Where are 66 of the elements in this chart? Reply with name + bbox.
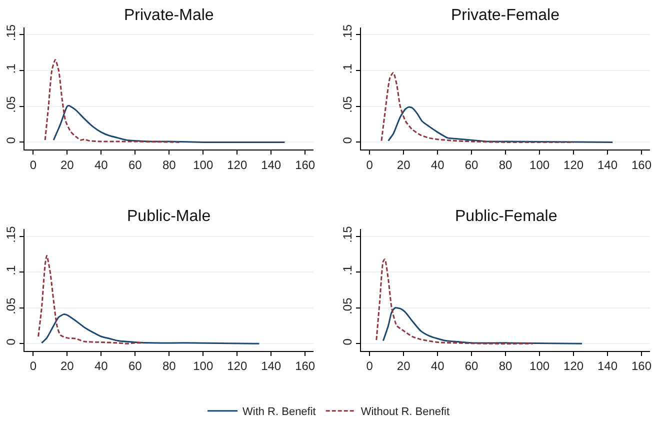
y-tick-label: .1 <box>4 63 18 74</box>
x-tick-label: 0 <box>30 158 37 172</box>
x-tick-label: 120 <box>564 359 584 374</box>
y-tick-label: .15 <box>340 24 354 42</box>
x-tick-label: 120 <box>564 158 584 172</box>
x-tick-label: 140 <box>261 158 282 172</box>
x-tick-label: 60 <box>128 359 142 374</box>
legend-label: With R. Benefit <box>242 406 316 418</box>
x-tick-label: 100 <box>530 158 550 172</box>
x-tick-label: 160 <box>295 158 316 172</box>
line-series <box>388 106 614 143</box>
x-tick-label: 140 <box>261 359 282 374</box>
x-tick-label: 100 <box>193 158 214 172</box>
x-tick-label: 160 <box>631 359 652 374</box>
x-tick-label: 140 <box>597 158 618 172</box>
line-series <box>44 58 180 143</box>
y-tick-label: .15 <box>4 226 18 243</box>
line-series <box>52 104 286 144</box>
x-tick-label: 60 <box>464 359 479 374</box>
x-tick-label: 20 <box>60 359 74 374</box>
x-tick-label: 80 <box>162 158 176 172</box>
x-tick-label: 20 <box>396 158 411 172</box>
x-tick-label: 60 <box>464 158 479 172</box>
x-tick-label: 40 <box>430 359 445 374</box>
y-tick-label: .05 <box>340 96 354 113</box>
x-tick-label: 80 <box>162 359 176 374</box>
y-tick-label: .1 <box>340 63 354 74</box>
x-tick-label: 80 <box>498 359 513 374</box>
x-tick-label: 140 <box>597 359 618 374</box>
x-tick-label: 60 <box>128 158 142 172</box>
chart-title: Public-Male <box>127 208 211 225</box>
x-tick-label: 120 <box>227 158 248 172</box>
line-series <box>382 307 583 344</box>
y-tick-label: 0 <box>4 136 18 144</box>
legend-label: Without R. Benefit <box>360 406 450 418</box>
x-tick-label: 80 <box>498 158 513 172</box>
x-tick-label: 100 <box>193 359 214 374</box>
y-tick-label: .15 <box>4 24 18 42</box>
chart-title: Private-Male <box>124 7 214 24</box>
line-series <box>376 258 534 344</box>
y-tick-label: 0 <box>4 338 18 346</box>
x-tick-label: 0 <box>366 359 374 374</box>
x-tick-label: 20 <box>60 158 74 172</box>
x-tick-label: 100 <box>530 359 550 374</box>
x-tick-label: 0 <box>366 158 374 172</box>
x-tick-label: 160 <box>295 359 316 374</box>
x-tick-label: 0 <box>30 359 37 374</box>
chart-title: Public-Female <box>455 208 558 225</box>
y-tick-label: 0 <box>340 136 354 144</box>
line-series <box>380 72 574 144</box>
x-tick-label: 160 <box>631 158 652 172</box>
x-tick-label: 40 <box>94 359 108 374</box>
y-tick-label: .05 <box>340 297 354 314</box>
x-tick-label: 120 <box>227 359 248 374</box>
x-tick-label: 20 <box>396 359 411 374</box>
y-tick-label: 0 <box>340 338 354 346</box>
x-tick-label: 40 <box>430 158 445 172</box>
line-series <box>38 254 144 344</box>
y-tick-label: .1 <box>4 264 18 276</box>
y-tick-label: .05 <box>4 96 18 113</box>
y-tick-label: .05 <box>4 297 18 314</box>
y-tick-label: .1 <box>340 264 354 276</box>
line-series <box>40 314 260 344</box>
chart-title: Private-Female <box>451 7 560 24</box>
y-tick-label: .15 <box>340 226 354 243</box>
x-tick-label: 40 <box>94 158 108 172</box>
